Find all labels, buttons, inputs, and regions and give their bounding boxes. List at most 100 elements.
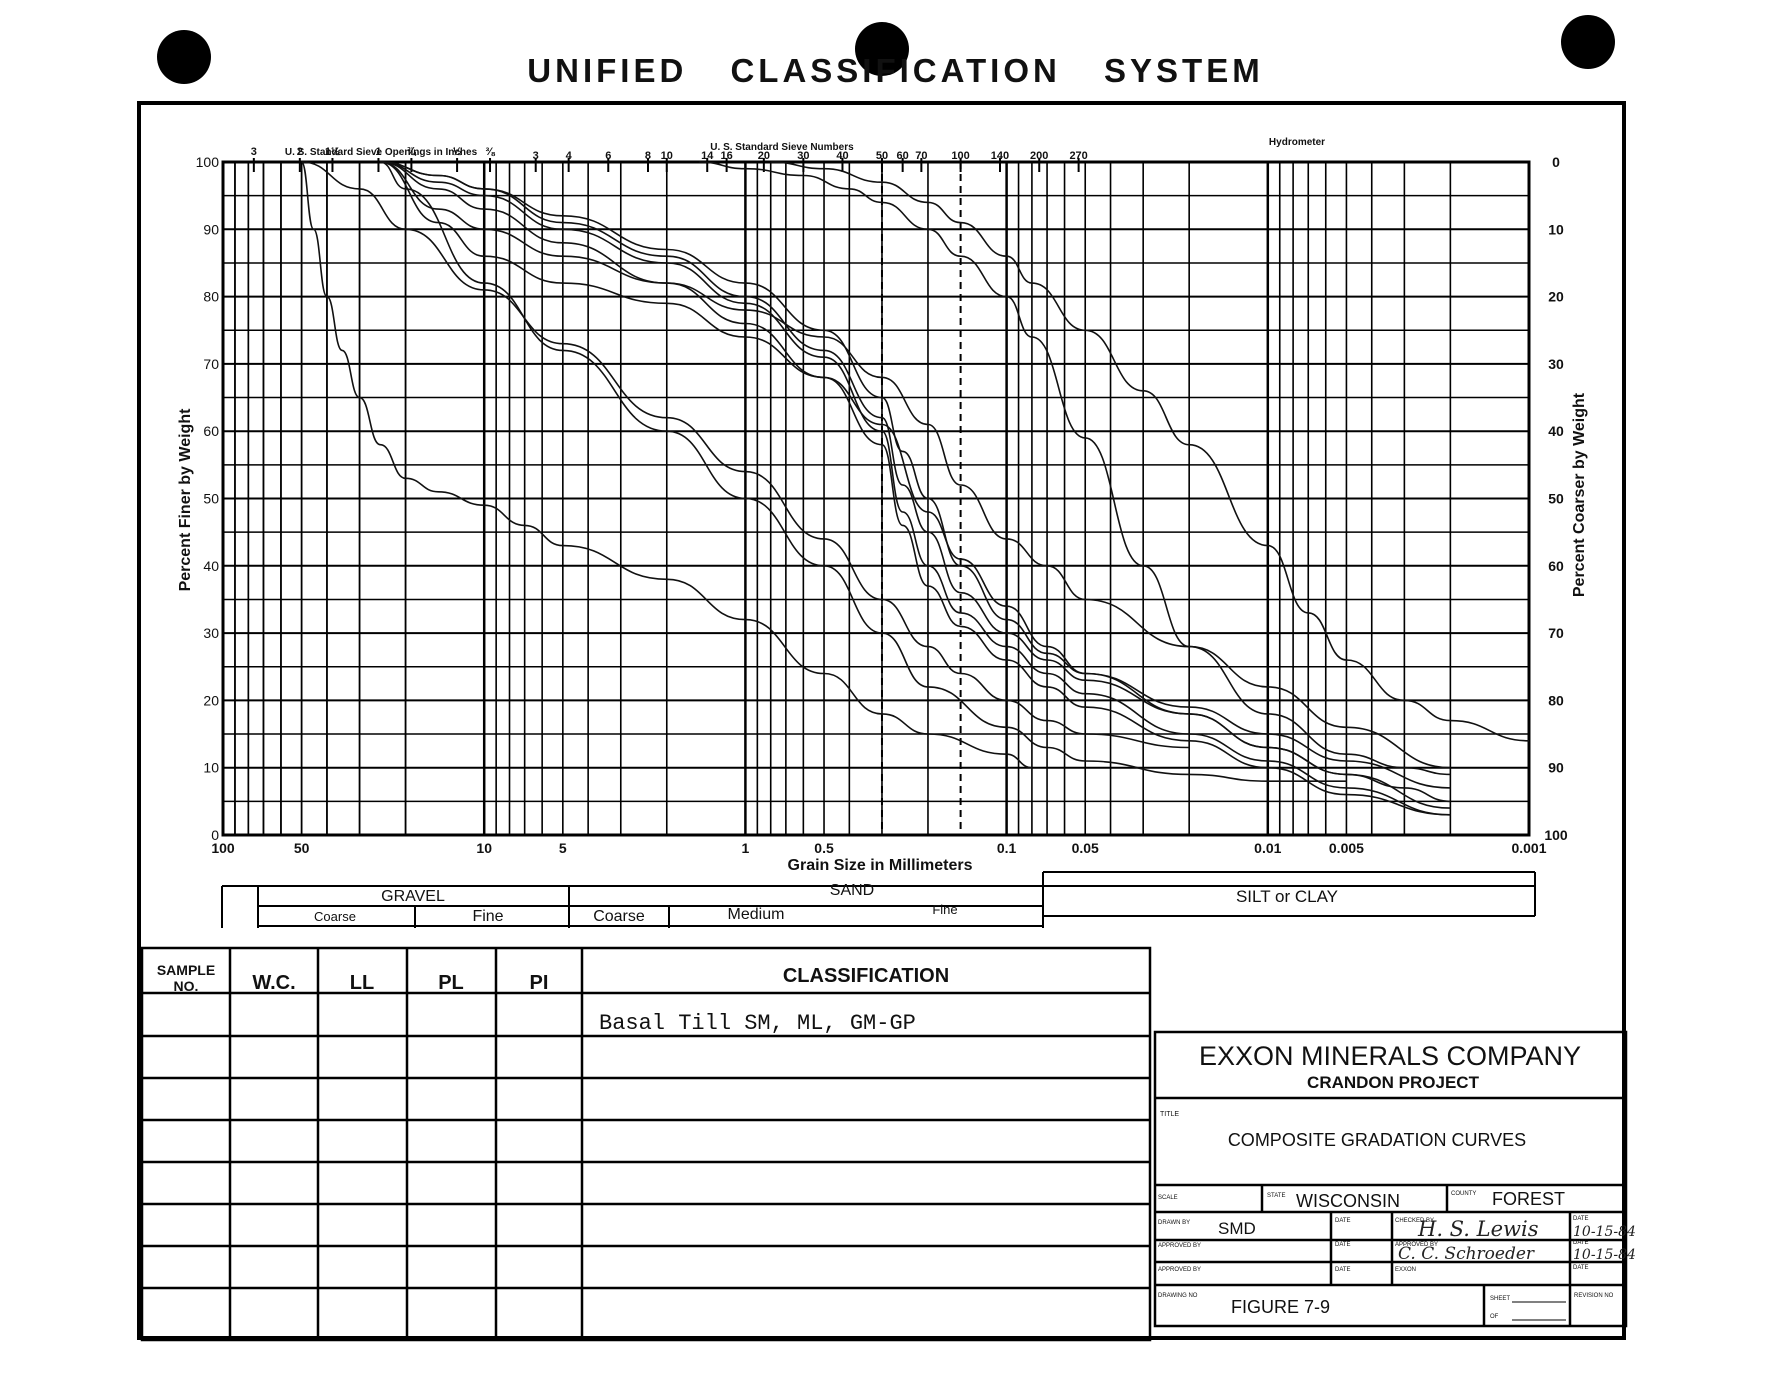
top-axis-sieves-label: U. S. Standard Sieve Numbers [710,142,854,153]
y-tick-label-right: 10 [1548,221,1564,237]
top-tick-label-inches: 2 [297,146,303,158]
gravel-coarse-label: Coarse [314,909,356,924]
chart-top-ticks: 3 2 1½ 1 ¾ ½ ⅜ 3 4 6 8 10 14 16 20 30 40 50 60 70 100 140 200 2… [251,146,1088,172]
x-tick-label: 0.01 [1254,840,1281,856]
y-tick-label-right: 20 [1548,289,1564,305]
top-tick-label-sieve: 14 [701,150,714,162]
header-sample-line2: NO. [174,978,199,994]
checked-by-signature: H. S. Lewis [1417,1217,1539,1241]
sample-table [140,946,1152,1342]
scale-label: SCALE [1158,1195,1178,1201]
x-tick-label: 0.5 [814,840,834,856]
checked-date-label: DATE [1573,1216,1589,1222]
gradation-curve [380,161,1347,783]
x-tick-label: 1 [742,840,750,856]
punch-hole-left [157,30,211,84]
top-tick-label-inches: ½ [452,146,461,158]
y-axis-label-left: Percent Finer by Weight [177,408,194,592]
top-tick-label-sieve: 140 [991,150,1009,162]
top-tick-label-sieve: 10 [661,150,673,162]
of-label: OF [1490,1314,1499,1320]
x-tick-label: 10 [476,840,492,856]
top-tick-label-sieve: 16 [720,150,732,162]
silt-clay-label: SILT or CLAY [1236,887,1338,906]
gradation-curve [380,161,1451,769]
gradation-curve [380,161,1451,816]
y-tick-label-right: 60 [1548,558,1564,574]
gravel-fine-label: Fine [472,908,503,925]
y-tick-label-right: 0 [1552,154,1560,170]
gradation-curve [770,161,1530,742]
header-sample-line1: SAMPLE [157,962,215,978]
approved-by-signature: C. C. Schroeder [1398,1244,1535,1264]
y-tick-label-right: 70 [1548,625,1564,641]
drawn-date-label: DATE [1335,1218,1351,1224]
gradation-curve [380,161,1451,803]
gradation-curve [380,161,1451,789]
drawing-frame [137,101,1626,1340]
y-tick-label-right: 90 [1548,760,1564,776]
y-tick-label-right: 50 [1548,491,1564,507]
page-title: UNIFIED CLASSIFICATION SYSTEM [527,52,1264,89]
gradation-curve [380,161,1451,816]
top-tick-label-inches: 1 [375,146,381,158]
gradation-curve [380,161,1451,809]
top-tick-label-sieve: 200 [1030,150,1048,162]
top-tick-label-sieve: 100 [951,150,969,162]
drawing-no-value: FIGURE 7-9 [1231,1297,1330,1317]
top-tick-label-sieve: 60 [897,150,909,162]
top-tick-label-sieve: 20 [758,150,770,162]
x-axis-label: Grain Size in Millimeters [788,857,973,874]
header-wc: W.C. [252,972,295,994]
y-tick-label-right: 100 [1544,827,1568,843]
state-label: STATE [1267,1193,1285,1199]
sand-coarse-label: Coarse [593,908,645,925]
x-tick-label: 50 [294,840,310,856]
y-tick-label-left: 40 [203,558,219,574]
x-tick-label: 0.001 [1511,840,1546,856]
chart-x-tick-labels: 100 50 10 5 1 0.5 0.1 0.05 0.01 0.005 0.001 [211,840,1546,856]
approved-date-label-3: DATE [1335,1267,1351,1273]
y-tick-label-left: 0 [211,827,219,843]
y-tick-label-left: 100 [196,154,220,170]
header-classification: CLASSIFICATION [783,965,949,987]
drawing-no-label: DRAWING NO [1158,1293,1198,1299]
y-tick-label-left: 80 [203,289,219,305]
top-tick-label-sieve: 270 [1069,150,1087,162]
approved-date-label-2: DATE [1573,1240,1589,1246]
project-name: CRANDON PROJECT [1307,1073,1480,1092]
drawn-by-label: DRAWN BY [1158,1220,1190,1226]
top-tick-label-inches: 3 [251,146,257,158]
top-tick-label-sieve: 6 [605,150,611,162]
top-tick-label-inches: 1½ [325,146,340,158]
chart-series-group [300,161,1530,816]
header-ll: LL [350,972,374,994]
top-tick-label-sieve: 4 [566,150,573,162]
x-tick-label: 0.005 [1329,840,1364,856]
company-name: EXXON MINERALS COMPANY [1199,1041,1581,1071]
x-tick-label: 5 [559,840,567,856]
exxon-label: EXXON [1395,1267,1416,1273]
checked-by-label: CHECKED BY [1395,1218,1434,1224]
state-value: WISCONSIN [1296,1191,1400,1211]
approved-by-label-2: APPROVED BY [1395,1242,1438,1248]
title-field-label: TITLE [1160,1111,1179,1118]
y-tick-label-right: 30 [1548,356,1564,372]
gravel-label: GRAVEL [381,888,445,905]
checked-date-value: 10-15-84 [1573,1224,1636,1240]
sand-medium-label: Medium [728,906,785,923]
header-pl: PL [438,972,464,994]
y-axis-label-right: Percent Coarser by Weight [1571,392,1588,597]
x-tick-label: 0.05 [1072,840,1099,856]
drawn-by-value: SMD [1218,1219,1256,1238]
y-tick-label-left: 20 [203,692,219,708]
county-value: FOREST [1492,1189,1565,1209]
punch-hole-center [855,22,909,76]
chart-plot-border [221,160,1531,837]
top-tick-label-sieve: 3 [533,150,539,162]
chart-sieve-dashed-lines [880,162,962,835]
top-tick-label-sieve: 8 [645,150,651,162]
x-tick-label: 0.1 [997,840,1017,856]
top-tick-label-inches: ⅜ [485,146,495,158]
